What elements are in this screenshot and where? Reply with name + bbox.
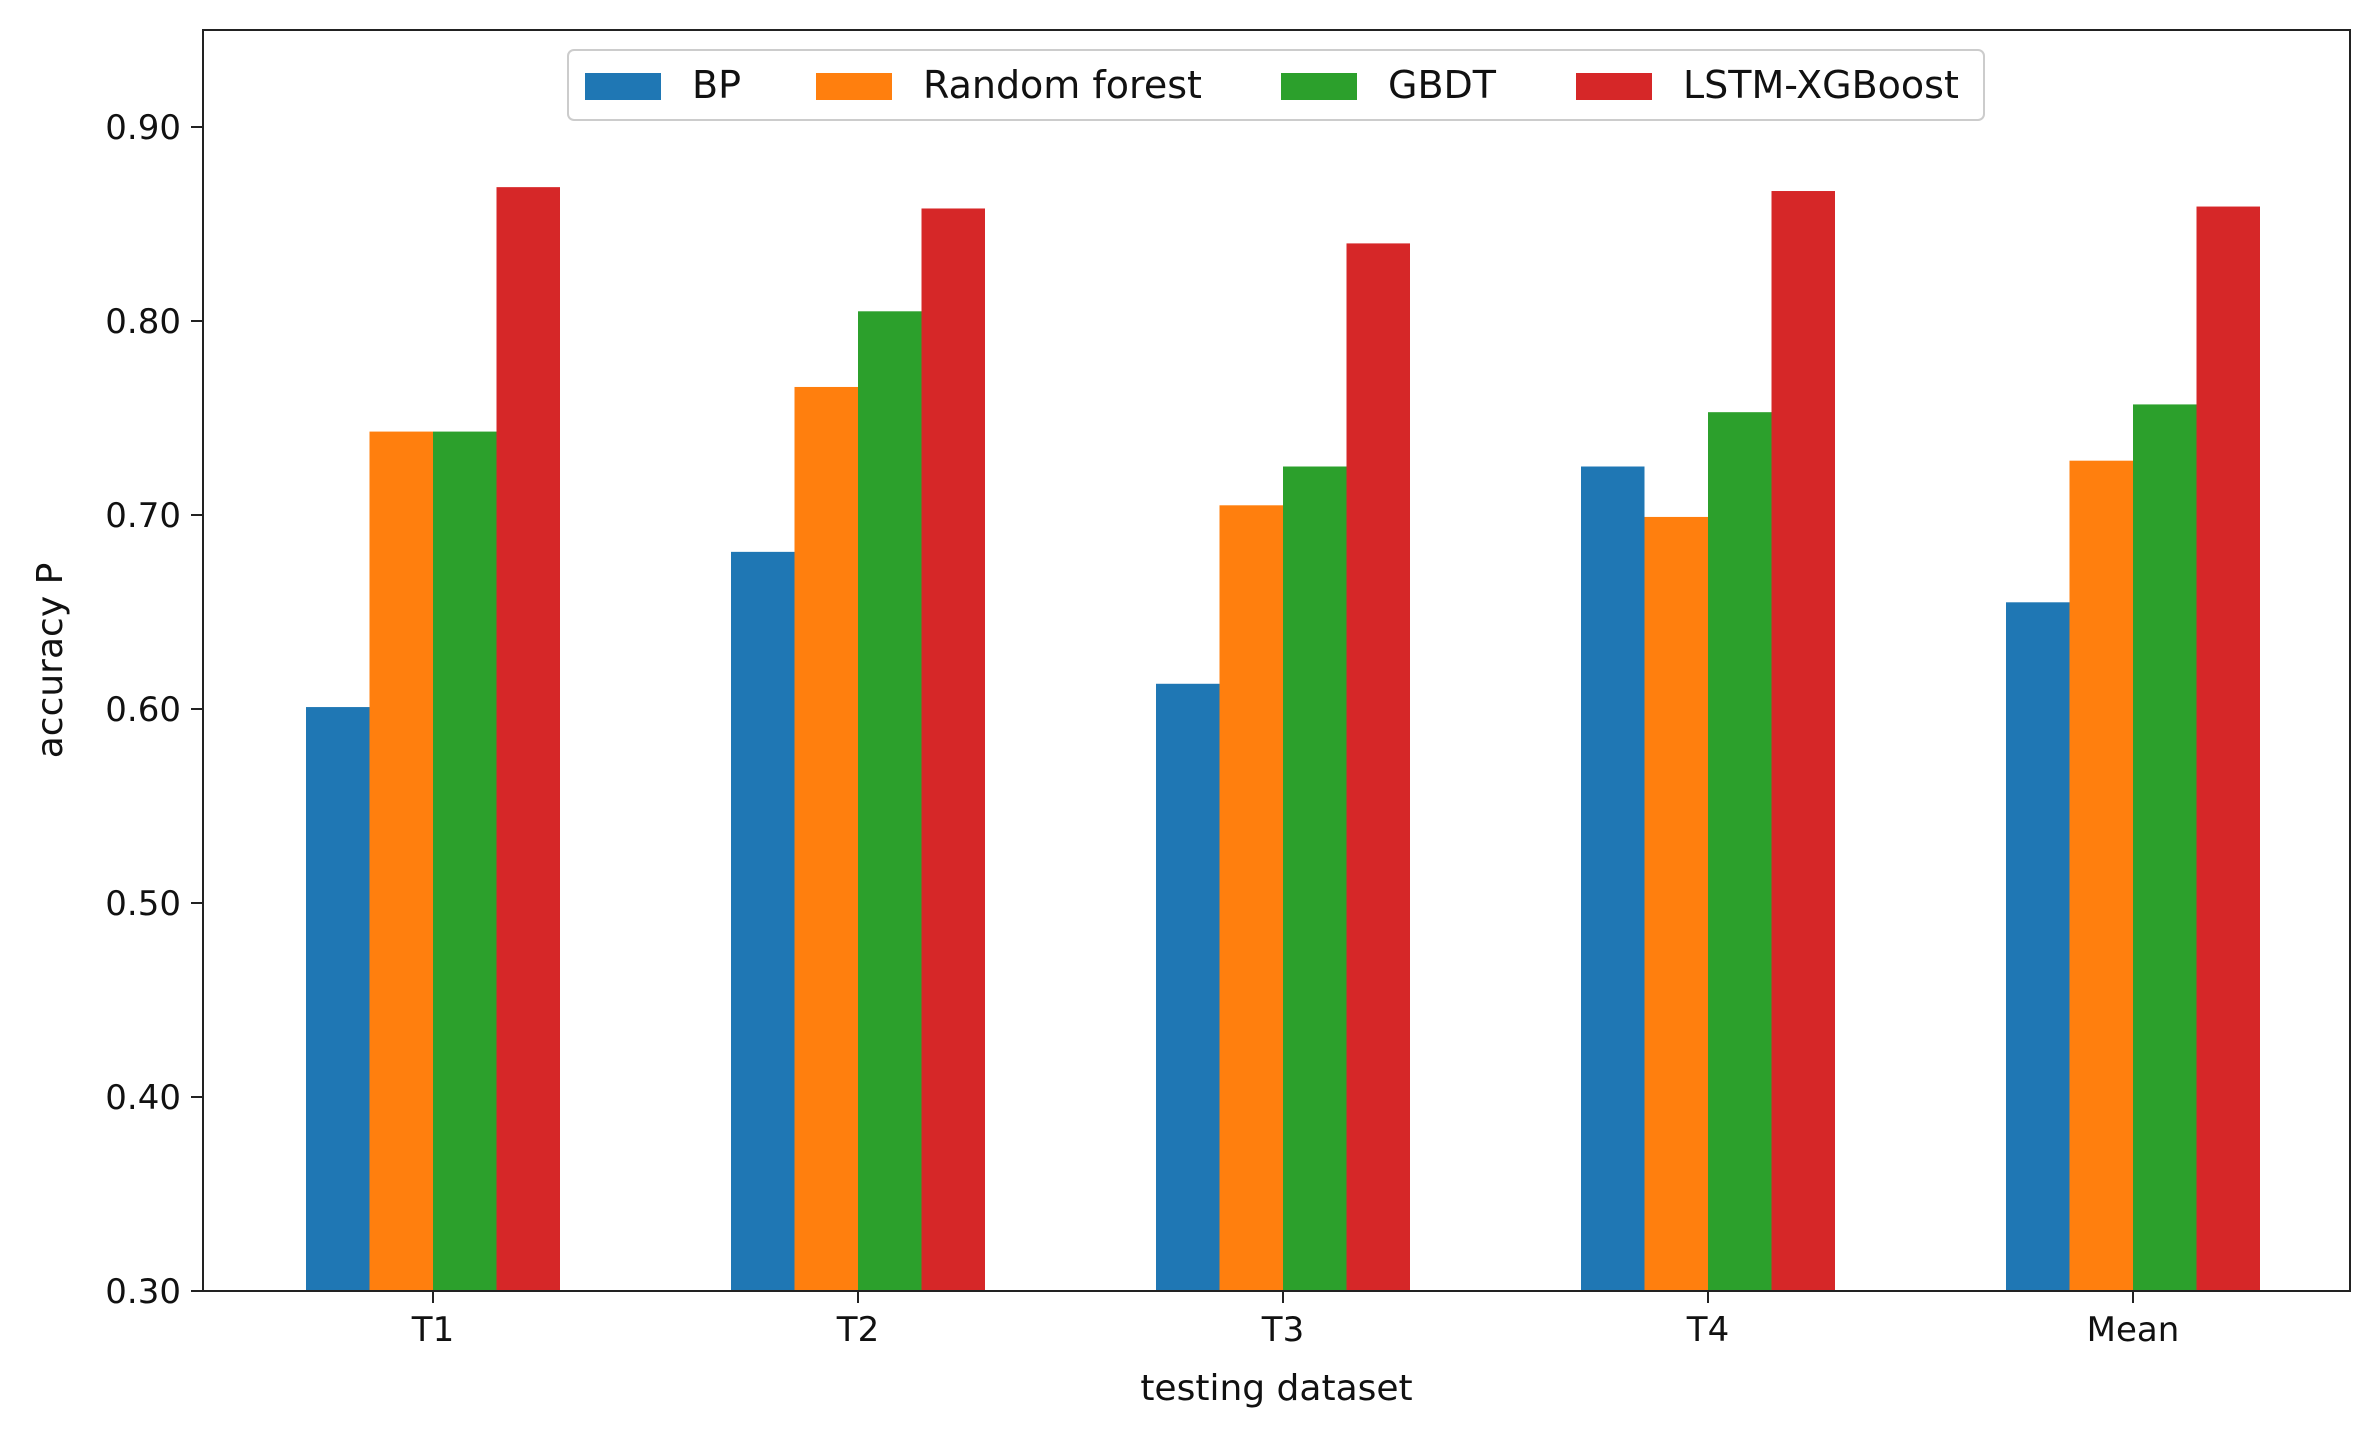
legend-label: LSTM-XGBoost <box>1683 63 1959 107</box>
y-axis: 0.30 0.40 0.50 0.60 0.70 0.80 0.90 <box>105 108 203 1312</box>
legend: BP Random forest GBDT LSTM-XGBoost <box>567 49 1985 121</box>
bars-layer <box>306 187 2260 1292</box>
y-tick-label: 0.50 <box>105 884 181 924</box>
x-tick-label: T1 <box>411 1310 454 1350</box>
y-tick-label: 0.60 <box>105 690 181 730</box>
x-tick-label: Mean <box>2087 1310 2180 1350</box>
y-tick-label: 0.40 <box>105 1078 181 1118</box>
bar-t1-bp <box>306 707 370 1291</box>
bar-t4-bp <box>1581 466 1645 1291</box>
bar-t2-lstm-xgboost <box>921 208 985 1292</box>
x-tick-label: T3 <box>1261 1310 1304 1350</box>
bar-mean-lstm-xgboost <box>2196 206 2260 1291</box>
x-tick-label: T4 <box>1686 1310 1729 1350</box>
x-tick-label: T2 <box>836 1310 879 1350</box>
bar-t3-random-forest <box>1219 505 1283 1291</box>
y-tick-label: 0.80 <box>105 302 181 342</box>
bar-t2-gbdt <box>858 311 922 1291</box>
bar-mean-bp <box>2006 602 2070 1291</box>
bar-t2-random-forest <box>794 386 858 1292</box>
bar-t3-bp <box>1156 683 1220 1291</box>
y-tick-label: 0.70 <box>105 496 181 536</box>
y-tick-label: 0.30 <box>105 1272 181 1312</box>
bar-mean-random-forest <box>2069 460 2133 1291</box>
y-tick-label: 0.90 <box>105 108 181 148</box>
x-axis: T1 T2 T3 T4 Mean <box>411 1291 2180 1350</box>
legend-swatch <box>585 73 661 100</box>
bar-t3-lstm-xgboost <box>1346 243 1410 1291</box>
plot-frame <box>202 29 2351 1292</box>
bar-t3-gbdt <box>1283 466 1347 1291</box>
bar-t1-lstm-xgboost <box>496 187 560 1291</box>
bar-t4-gbdt <box>1708 412 1772 1291</box>
x-axis-label: testing dataset <box>1140 1368 1412 1409</box>
y-axis-label: accuracy P <box>30 563 71 759</box>
legend-swatch <box>1576 73 1652 100</box>
bar-t4-random-forest <box>1644 516 1708 1291</box>
legend-swatch <box>1281 73 1357 100</box>
bar-mean-gbdt <box>2133 404 2197 1291</box>
legend-label: GBDT <box>1388 63 1497 107</box>
legend-label: BP <box>692 63 741 107</box>
legend-box <box>567 49 1985 121</box>
bar-t2-bp <box>731 551 795 1291</box>
bar-t1-random-forest <box>369 431 433 1292</box>
legend-label: Random forest <box>923 63 1202 107</box>
bar-t1-gbdt <box>433 431 497 1292</box>
bar-t4-lstm-xgboost <box>1771 191 1835 1291</box>
legend-swatch <box>816 73 892 100</box>
